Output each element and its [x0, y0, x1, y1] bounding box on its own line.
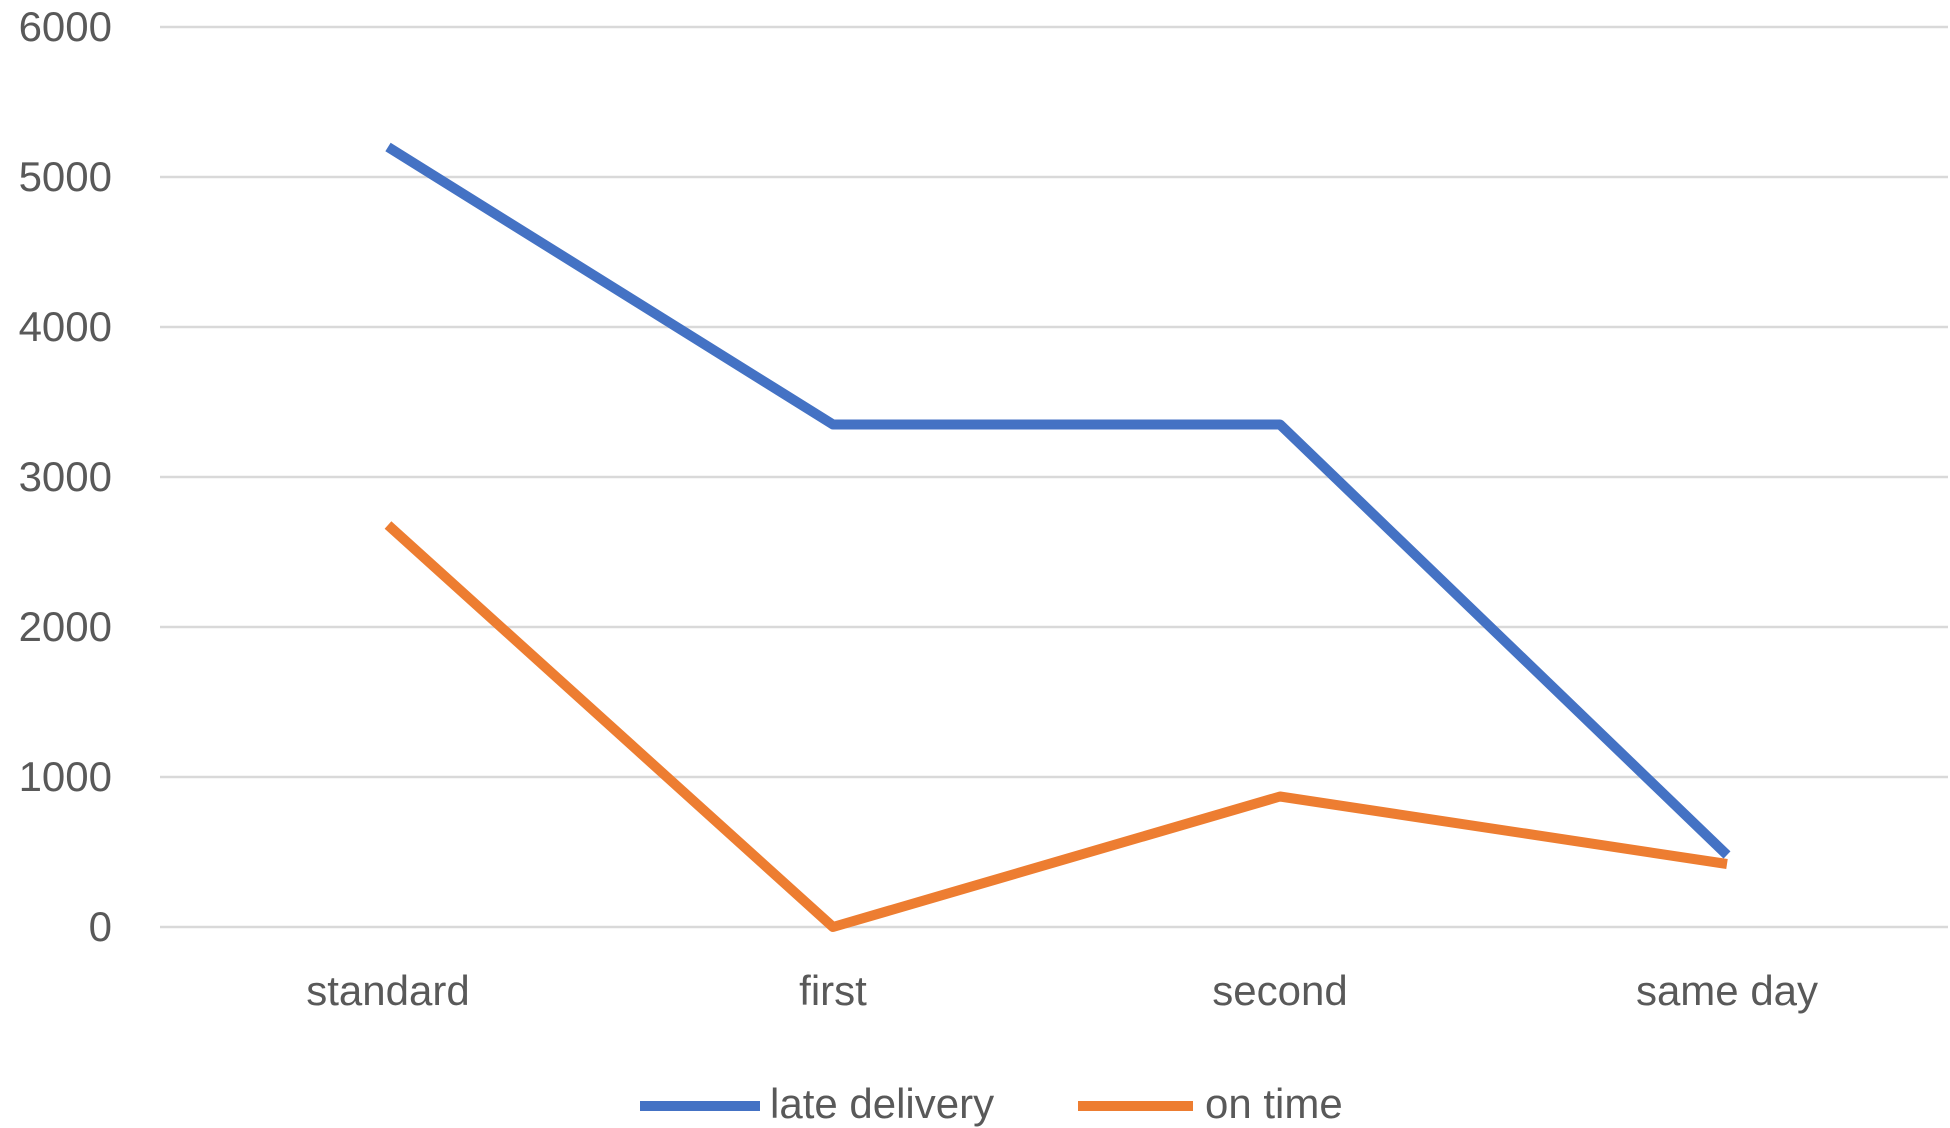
y-tick-label: 1000	[19, 753, 112, 800]
legend-label: late delivery	[770, 1080, 994, 1127]
y-tick-label: 0	[89, 903, 112, 950]
x-tick-label: same day	[1636, 967, 1818, 1014]
y-axis-ticks: 0 1000 2000 3000 4000 5000 6000	[19, 3, 112, 950]
x-axis-ticks: standard first second same day	[306, 967, 1818, 1014]
series-line-late-delivery	[385, 142, 1731, 859]
x-tick-label: second	[1212, 967, 1347, 1014]
x-tick-label: first	[799, 967, 867, 1014]
y-tick-label: 5000	[19, 153, 112, 200]
gridlines	[160, 25, 1948, 929]
series-lines	[384, 142, 1731, 932]
y-tick-label: 2000	[19, 603, 112, 650]
legend: late delivery on time	[640, 1080, 1343, 1127]
x-tick-label: standard	[306, 967, 469, 1014]
y-tick-label: 6000	[19, 3, 112, 50]
y-tick-label: 4000	[19, 303, 112, 350]
y-tick-label: 3000	[19, 453, 112, 500]
legend-label: on time	[1205, 1080, 1343, 1127]
legend-item: late delivery	[640, 1080, 994, 1127]
series-line-on-time	[384, 521, 1728, 932]
legend-item: on time	[1078, 1080, 1343, 1127]
